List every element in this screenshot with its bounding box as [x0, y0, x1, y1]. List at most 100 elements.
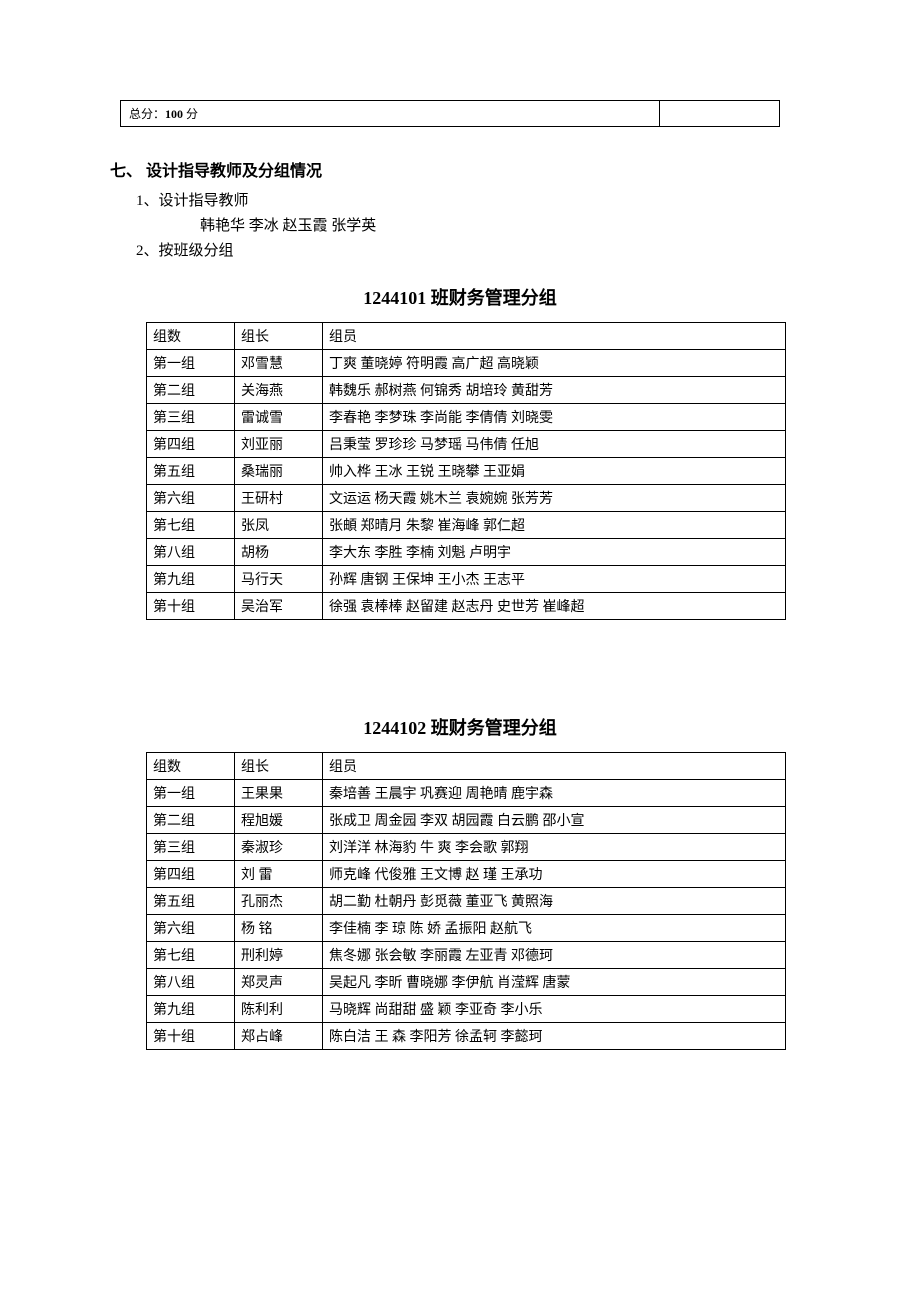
cell-leader: 郑占峰	[235, 1023, 323, 1050]
cell-members: 张成卫 周金园 李双 胡园霞 白云鹏 邵小宣	[323, 807, 786, 834]
cell-leader: 雷诚雪	[235, 404, 323, 431]
cell-leader: 秦淑珍	[235, 834, 323, 861]
table-row: 第八组郑灵声吴起凡 李昕 曹晓娜 李伊航 肖滢辉 唐蒙	[147, 969, 786, 996]
cell-members: 刘洋洋 林海豹 牛 爽 李会歌 郭翔	[323, 834, 786, 861]
cell-group: 第五组	[147, 888, 235, 915]
header-leader: 组长	[235, 323, 323, 350]
cell-members: 帅入桦 王冰 王锐 王晓攀 王亚娟	[323, 458, 786, 485]
cell-members: 李春艳 李梦珠 李尚能 李倩倩 刘晓雯	[323, 404, 786, 431]
table-row: 第八组胡杨李大东 李胜 李楠 刘魁 卢明宇	[147, 539, 786, 566]
table-row: 第九组陈利利马晓辉 尚甜甜 盛 颖 李亚奇 李小乐	[147, 996, 786, 1023]
cell-leader: 张凤	[235, 512, 323, 539]
table-row: 第三组雷诚雪李春艳 李梦珠 李尚能 李倩倩 刘晓雯	[147, 404, 786, 431]
table-2: 组数组长组员第一组王果果秦培善 王晨宇 巩赛迎 周艳晴 鹿宇森第二组程旭媛张成卫…	[146, 752, 786, 1050]
table-row: 第十组郑占峰陈白洁 王 森 李阳芳 徐孟轲 李懿珂	[147, 1023, 786, 1050]
cell-group: 第四组	[147, 861, 235, 888]
section-7-heading: 七、 设计指导教师及分组情况	[110, 157, 810, 181]
header-leader: 组长	[235, 753, 323, 780]
cell-leader: 孔丽杰	[235, 888, 323, 915]
score-box-side	[660, 100, 780, 127]
cell-leader: 陈利利	[235, 996, 323, 1023]
cell-leader: 吴治军	[235, 593, 323, 620]
cell-leader: 刘 雷	[235, 861, 323, 888]
cell-members: 胡二勤 杜朝丹 彭觅薇 董亚飞 黄照海	[323, 888, 786, 915]
cell-members: 徐强 袁棒棒 赵留建 赵志丹 史世芳 崔峰超	[323, 593, 786, 620]
cell-members: 韩魏乐 郝树燕 何锦秀 胡培玲 黄甜芳	[323, 377, 786, 404]
cell-group: 第六组	[147, 915, 235, 942]
cell-leader: 关海燕	[235, 377, 323, 404]
score-box-row: 总分：100 分	[120, 100, 810, 127]
table-row: 第一组邓雪慧丁爽 董晓婷 符明霞 高广超 高晓颖	[147, 350, 786, 377]
cell-group: 第七组	[147, 942, 235, 969]
cell-group: 第十组	[147, 1023, 235, 1050]
cell-members: 马晓辉 尚甜甜 盛 颖 李亚奇 李小乐	[323, 996, 786, 1023]
cell-members: 吴起凡 李昕 曹晓娜 李伊航 肖滢辉 唐蒙	[323, 969, 786, 996]
cell-group: 第十组	[147, 593, 235, 620]
cell-members: 师克峰 代俊雅 王文博 赵 瑾 王承功	[323, 861, 786, 888]
table-row: 第一组王果果秦培善 王晨宇 巩赛迎 周艳晴 鹿宇森	[147, 780, 786, 807]
cell-leader: 桑瑞丽	[235, 458, 323, 485]
score-box-main: 总分：100 分	[120, 100, 660, 127]
table-row: 第六组王研村文运运 杨天霞 姚木兰 袁婉婉 张芳芳	[147, 485, 786, 512]
item-2-label: 2、按班级分组	[136, 239, 810, 260]
cell-group: 第三组	[147, 404, 235, 431]
table-row: 第七组刑利婷焦冬娜 张会敏 李丽霞 左亚青 邓德珂	[147, 942, 786, 969]
cell-leader: 刑利婷	[235, 942, 323, 969]
cell-members: 张頔 郑晴月 朱黎 崔海峰 郭仁超	[323, 512, 786, 539]
table-row: 第二组关海燕韩魏乐 郝树燕 何锦秀 胡培玲 黄甜芳	[147, 377, 786, 404]
cell-members: 李大东 李胜 李楠 刘魁 卢明宇	[323, 539, 786, 566]
cell-leader: 胡杨	[235, 539, 323, 566]
cell-group: 第一组	[147, 350, 235, 377]
table-1-title: 1244101 班财务管理分组	[110, 284, 810, 310]
cell-members: 秦培善 王晨宇 巩赛迎 周艳晴 鹿宇森	[323, 780, 786, 807]
cell-members: 焦冬娜 张会敏 李丽霞 左亚青 邓德珂	[323, 942, 786, 969]
cell-leader: 杨 铭	[235, 915, 323, 942]
teacher-names: 韩艳华 李冰 赵玉霞 张学英	[200, 214, 810, 235]
table-header-row: 组数组长组员	[147, 753, 786, 780]
cell-group: 第五组	[147, 458, 235, 485]
cell-leader: 程旭媛	[235, 807, 323, 834]
cell-members: 文运运 杨天霞 姚木兰 袁婉婉 张芳芳	[323, 485, 786, 512]
cell-group: 第二组	[147, 377, 235, 404]
cell-leader: 马行天	[235, 566, 323, 593]
cell-group: 第三组	[147, 834, 235, 861]
cell-members: 吕秉莹 罗珍珍 马梦瑶 马伟倩 任旭	[323, 431, 786, 458]
score-unit: 分	[183, 107, 198, 121]
cell-leader: 刘亚丽	[235, 431, 323, 458]
cell-group: 第一组	[147, 780, 235, 807]
cell-group: 第四组	[147, 431, 235, 458]
score-label: 总分：	[129, 107, 165, 121]
cell-leader: 王果果	[235, 780, 323, 807]
item-1-label: 1、设计指导教师	[136, 189, 810, 210]
table-header-row: 组数组长组员	[147, 323, 786, 350]
cell-leader: 郑灵声	[235, 969, 323, 996]
table-row: 第七组张凤张頔 郑晴月 朱黎 崔海峰 郭仁超	[147, 512, 786, 539]
header-members: 组员	[323, 323, 786, 350]
cell-group: 第九组	[147, 996, 235, 1023]
table-row: 第三组秦淑珍刘洋洋 林海豹 牛 爽 李会歌 郭翔	[147, 834, 786, 861]
table-row: 第五组桑瑞丽帅入桦 王冰 王锐 王晓攀 王亚娟	[147, 458, 786, 485]
cell-group: 第二组	[147, 807, 235, 834]
cell-leader: 邓雪慧	[235, 350, 323, 377]
cell-group: 第九组	[147, 566, 235, 593]
cell-members: 李佳楠 李 琼 陈 娇 孟振阳 赵航飞	[323, 915, 786, 942]
header-members: 组员	[323, 753, 786, 780]
table-row: 第十组吴治军徐强 袁棒棒 赵留建 赵志丹 史世芳 崔峰超	[147, 593, 786, 620]
table-row: 第四组刘 雷师克峰 代俊雅 王文博 赵 瑾 王承功	[147, 861, 786, 888]
cell-group: 第八组	[147, 969, 235, 996]
table-2-title: 1244102 班财务管理分组	[110, 714, 810, 740]
header-group: 组数	[147, 753, 235, 780]
cell-group: 第六组	[147, 485, 235, 512]
table-row: 第四组刘亚丽吕秉莹 罗珍珍 马梦瑶 马伟倩 任旭	[147, 431, 786, 458]
cell-group: 第八组	[147, 539, 235, 566]
table-row: 第五组孔丽杰胡二勤 杜朝丹 彭觅薇 董亚飞 黄照海	[147, 888, 786, 915]
cell-group: 第七组	[147, 512, 235, 539]
score-value: 100	[165, 107, 183, 121]
cell-members: 丁爽 董晓婷 符明霞 高广超 高晓颖	[323, 350, 786, 377]
cell-members: 陈白洁 王 森 李阳芳 徐孟轲 李懿珂	[323, 1023, 786, 1050]
cell-leader: 王研村	[235, 485, 323, 512]
table-row: 第九组马行天孙辉 唐钢 王保坤 王小杰 王志平	[147, 566, 786, 593]
table-row: 第二组程旭媛张成卫 周金园 李双 胡园霞 白云鹏 邵小宣	[147, 807, 786, 834]
table-row: 第六组杨 铭李佳楠 李 琼 陈 娇 孟振阳 赵航飞	[147, 915, 786, 942]
cell-members: 孙辉 唐钢 王保坤 王小杰 王志平	[323, 566, 786, 593]
